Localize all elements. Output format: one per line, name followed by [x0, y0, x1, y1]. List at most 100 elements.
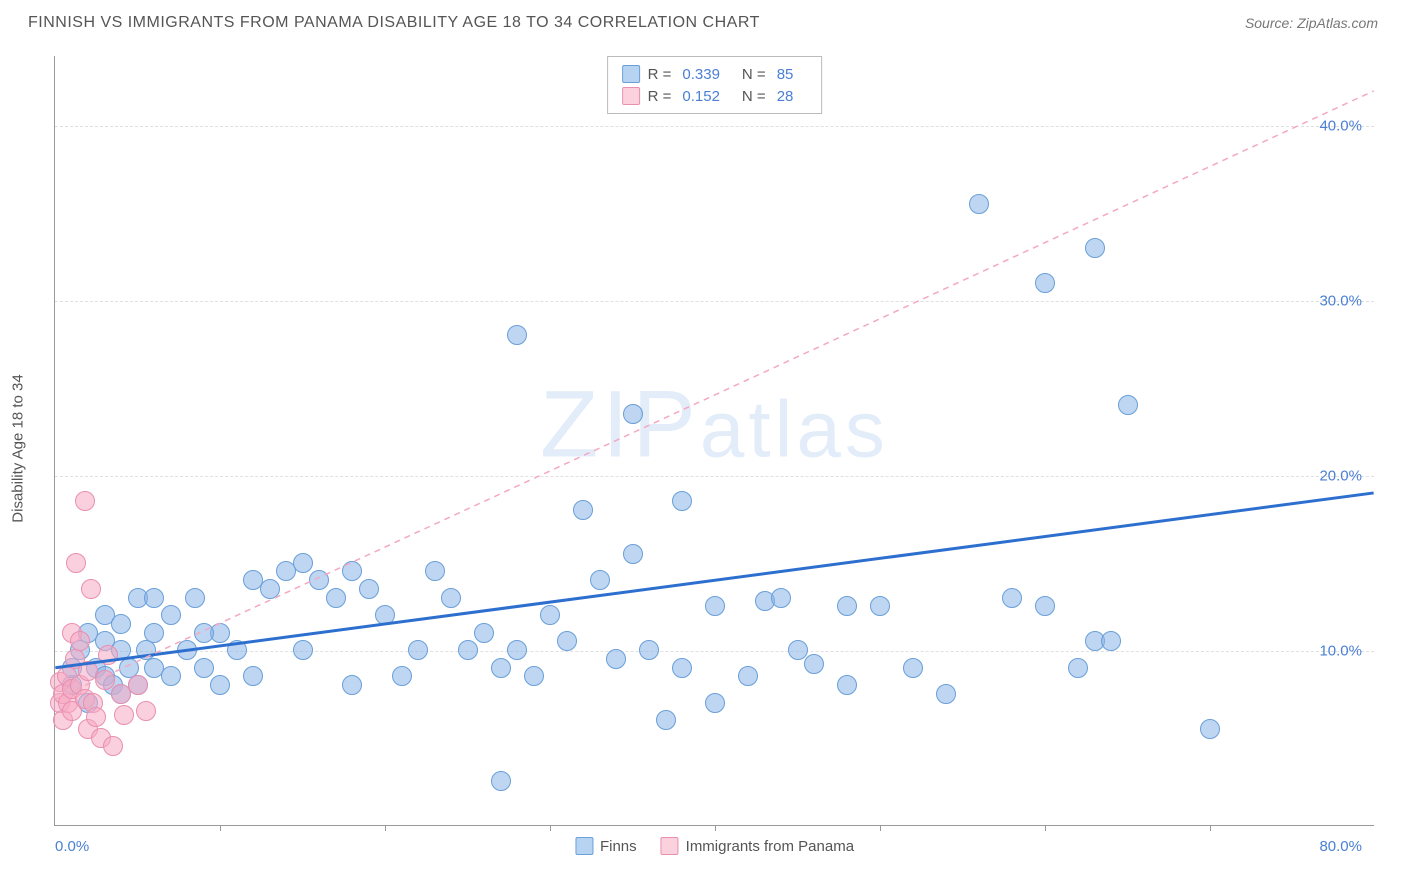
y-tick-label: 40.0%	[1319, 118, 1362, 135]
data-point	[260, 579, 280, 599]
data-point	[425, 561, 445, 581]
data-point	[1068, 658, 1088, 678]
y-tick-label: 30.0%	[1319, 293, 1362, 310]
data-point	[507, 640, 527, 660]
gridline-h	[55, 476, 1374, 477]
data-point	[738, 666, 758, 686]
data-point	[375, 605, 395, 625]
x-tick	[550, 825, 551, 831]
data-point	[969, 194, 989, 214]
data-point	[185, 588, 205, 608]
data-point	[86, 707, 106, 727]
data-point	[359, 579, 379, 599]
data-point	[870, 596, 890, 616]
data-point	[672, 491, 692, 511]
source-attribution: Source: ZipAtlas.com	[1245, 15, 1378, 31]
data-point	[771, 588, 791, 608]
data-point	[507, 325, 527, 345]
data-point	[804, 654, 824, 674]
data-point	[128, 675, 148, 695]
data-point	[136, 701, 156, 721]
legend-swatch	[622, 65, 640, 83]
data-point	[326, 588, 346, 608]
series-legend-item: Immigrants from Panama	[661, 837, 854, 855]
data-point	[309, 570, 329, 590]
x-axis-max-label: 80.0%	[1319, 838, 1362, 855]
data-point	[144, 588, 164, 608]
data-point	[75, 491, 95, 511]
data-point	[161, 605, 181, 625]
data-point	[639, 640, 659, 660]
data-point	[98, 645, 118, 665]
stats-n-label: N =	[742, 66, 766, 83]
data-point	[936, 684, 956, 704]
gridline-h	[55, 126, 1374, 127]
data-point	[1035, 273, 1055, 293]
data-point	[81, 579, 101, 599]
stats-legend-row: R = 0.152 N = 28	[622, 85, 808, 107]
data-point	[114, 705, 134, 725]
legend-swatch	[661, 837, 679, 855]
data-point	[194, 658, 214, 678]
data-point	[144, 623, 164, 643]
y-tick-label: 20.0%	[1319, 468, 1362, 485]
x-axis-min-label: 0.0%	[55, 838, 89, 855]
stats-r-value: 0.152	[682, 88, 720, 105]
data-point	[491, 771, 511, 791]
data-point	[1101, 631, 1121, 651]
data-point	[408, 640, 428, 660]
data-point	[524, 666, 544, 686]
data-point	[293, 553, 313, 573]
data-point	[590, 570, 610, 590]
data-point	[1035, 596, 1055, 616]
x-tick	[880, 825, 881, 831]
stats-n-value: 28	[777, 88, 794, 105]
data-point	[70, 631, 90, 651]
data-point	[1002, 588, 1022, 608]
gridline-h	[55, 301, 1374, 302]
data-point	[210, 675, 230, 695]
data-point	[491, 658, 511, 678]
data-point	[342, 561, 362, 581]
data-point	[458, 640, 478, 660]
x-tick	[220, 825, 221, 831]
data-point	[623, 404, 643, 424]
data-point	[1200, 719, 1220, 739]
data-point	[293, 640, 313, 660]
stats-r-value: 0.339	[682, 66, 720, 83]
data-point	[788, 640, 808, 660]
chart-plot-area: ZIPatlas R = 0.339 N = 85 R = 0.152 N = …	[54, 56, 1374, 826]
data-point	[623, 544, 643, 564]
data-point	[392, 666, 412, 686]
data-point	[837, 675, 857, 695]
stats-legend: R = 0.339 N = 85 R = 0.152 N = 28	[607, 56, 823, 114]
data-point	[243, 666, 263, 686]
stats-r-label: R =	[648, 66, 672, 83]
data-point	[705, 596, 725, 616]
data-point	[342, 675, 362, 695]
data-point	[573, 500, 593, 520]
stats-r-label: R =	[648, 88, 672, 105]
data-point	[557, 631, 577, 651]
data-point	[111, 614, 131, 634]
series-legend: Finns Immigrants from Panama	[575, 837, 854, 855]
data-point	[540, 605, 560, 625]
data-point	[903, 658, 923, 678]
watermark: ZIPatlas	[540, 371, 889, 480]
data-point	[705, 693, 725, 713]
x-tick	[1210, 825, 1211, 831]
legend-swatch	[575, 837, 593, 855]
series-name: Finns	[600, 838, 637, 855]
data-point	[177, 640, 197, 660]
data-point	[474, 623, 494, 643]
stats-legend-row: R = 0.339 N = 85	[622, 63, 808, 85]
data-point	[606, 649, 626, 669]
data-point	[441, 588, 461, 608]
legend-swatch	[622, 87, 640, 105]
gridline-h	[55, 651, 1374, 652]
data-point	[656, 710, 676, 730]
y-axis-label: Disability Age 18 to 34	[10, 374, 27, 522]
chart-title: FINNISH VS IMMIGRANTS FROM PANAMA DISABI…	[28, 14, 760, 32]
data-point	[95, 670, 115, 690]
data-point	[103, 736, 123, 756]
